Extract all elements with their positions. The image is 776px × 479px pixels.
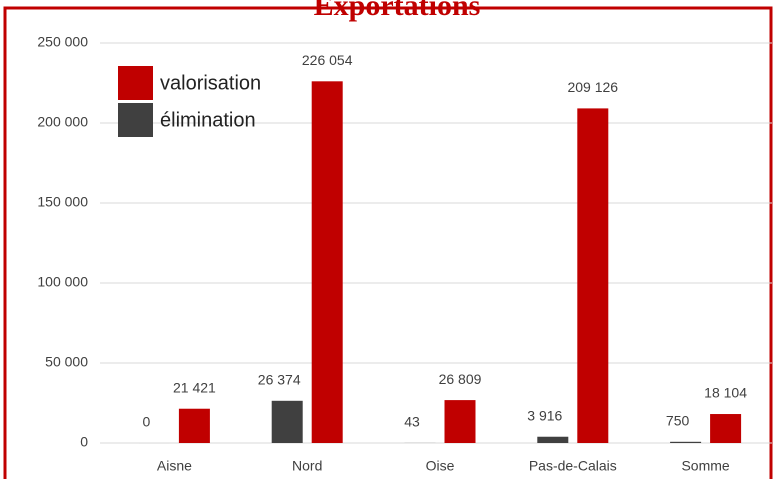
x-tick-label: Aisne [157,458,192,474]
value-label: 3 916 [527,407,562,423]
x-tick-label: Pas-de-Calais [529,458,617,474]
bar [311,81,343,443]
value-label: 18 104 [704,385,747,401]
bar [670,441,702,443]
value-label: 26 809 [439,371,482,387]
value-label: 43 [404,414,420,430]
legend-label: élimination [160,109,256,131]
bar [577,108,609,443]
y-tick-label: 150 000 [37,194,88,210]
bar [710,414,742,443]
y-tick-label: 100 000 [37,274,88,290]
bar [271,400,303,443]
value-label: 750 [666,413,690,429]
x-tick-label: Nord [292,458,322,474]
y-tick-label: 200 000 [37,114,88,130]
y-tick-label: 0 [80,434,88,450]
y-tick-label: 250 000 [37,34,88,50]
x-tick-label: Oise [426,458,455,474]
bar [444,400,476,443]
value-label: 226 054 [302,52,353,68]
bar [537,436,569,443]
chart-title: Exportations [314,0,481,22]
legend-label: valorisation [160,72,261,94]
x-tick-label: Somme [681,458,729,474]
bar [178,408,210,443]
value-label: 26 374 [258,372,301,388]
frame [3,6,773,479]
value-label: 0 [143,414,151,430]
legend-swatch [118,66,153,100]
value-label: 21 421 [173,379,216,395]
legend-swatch [118,103,153,137]
value-label: 209 126 [567,79,618,95]
y-tick-label: 50 000 [45,354,88,370]
